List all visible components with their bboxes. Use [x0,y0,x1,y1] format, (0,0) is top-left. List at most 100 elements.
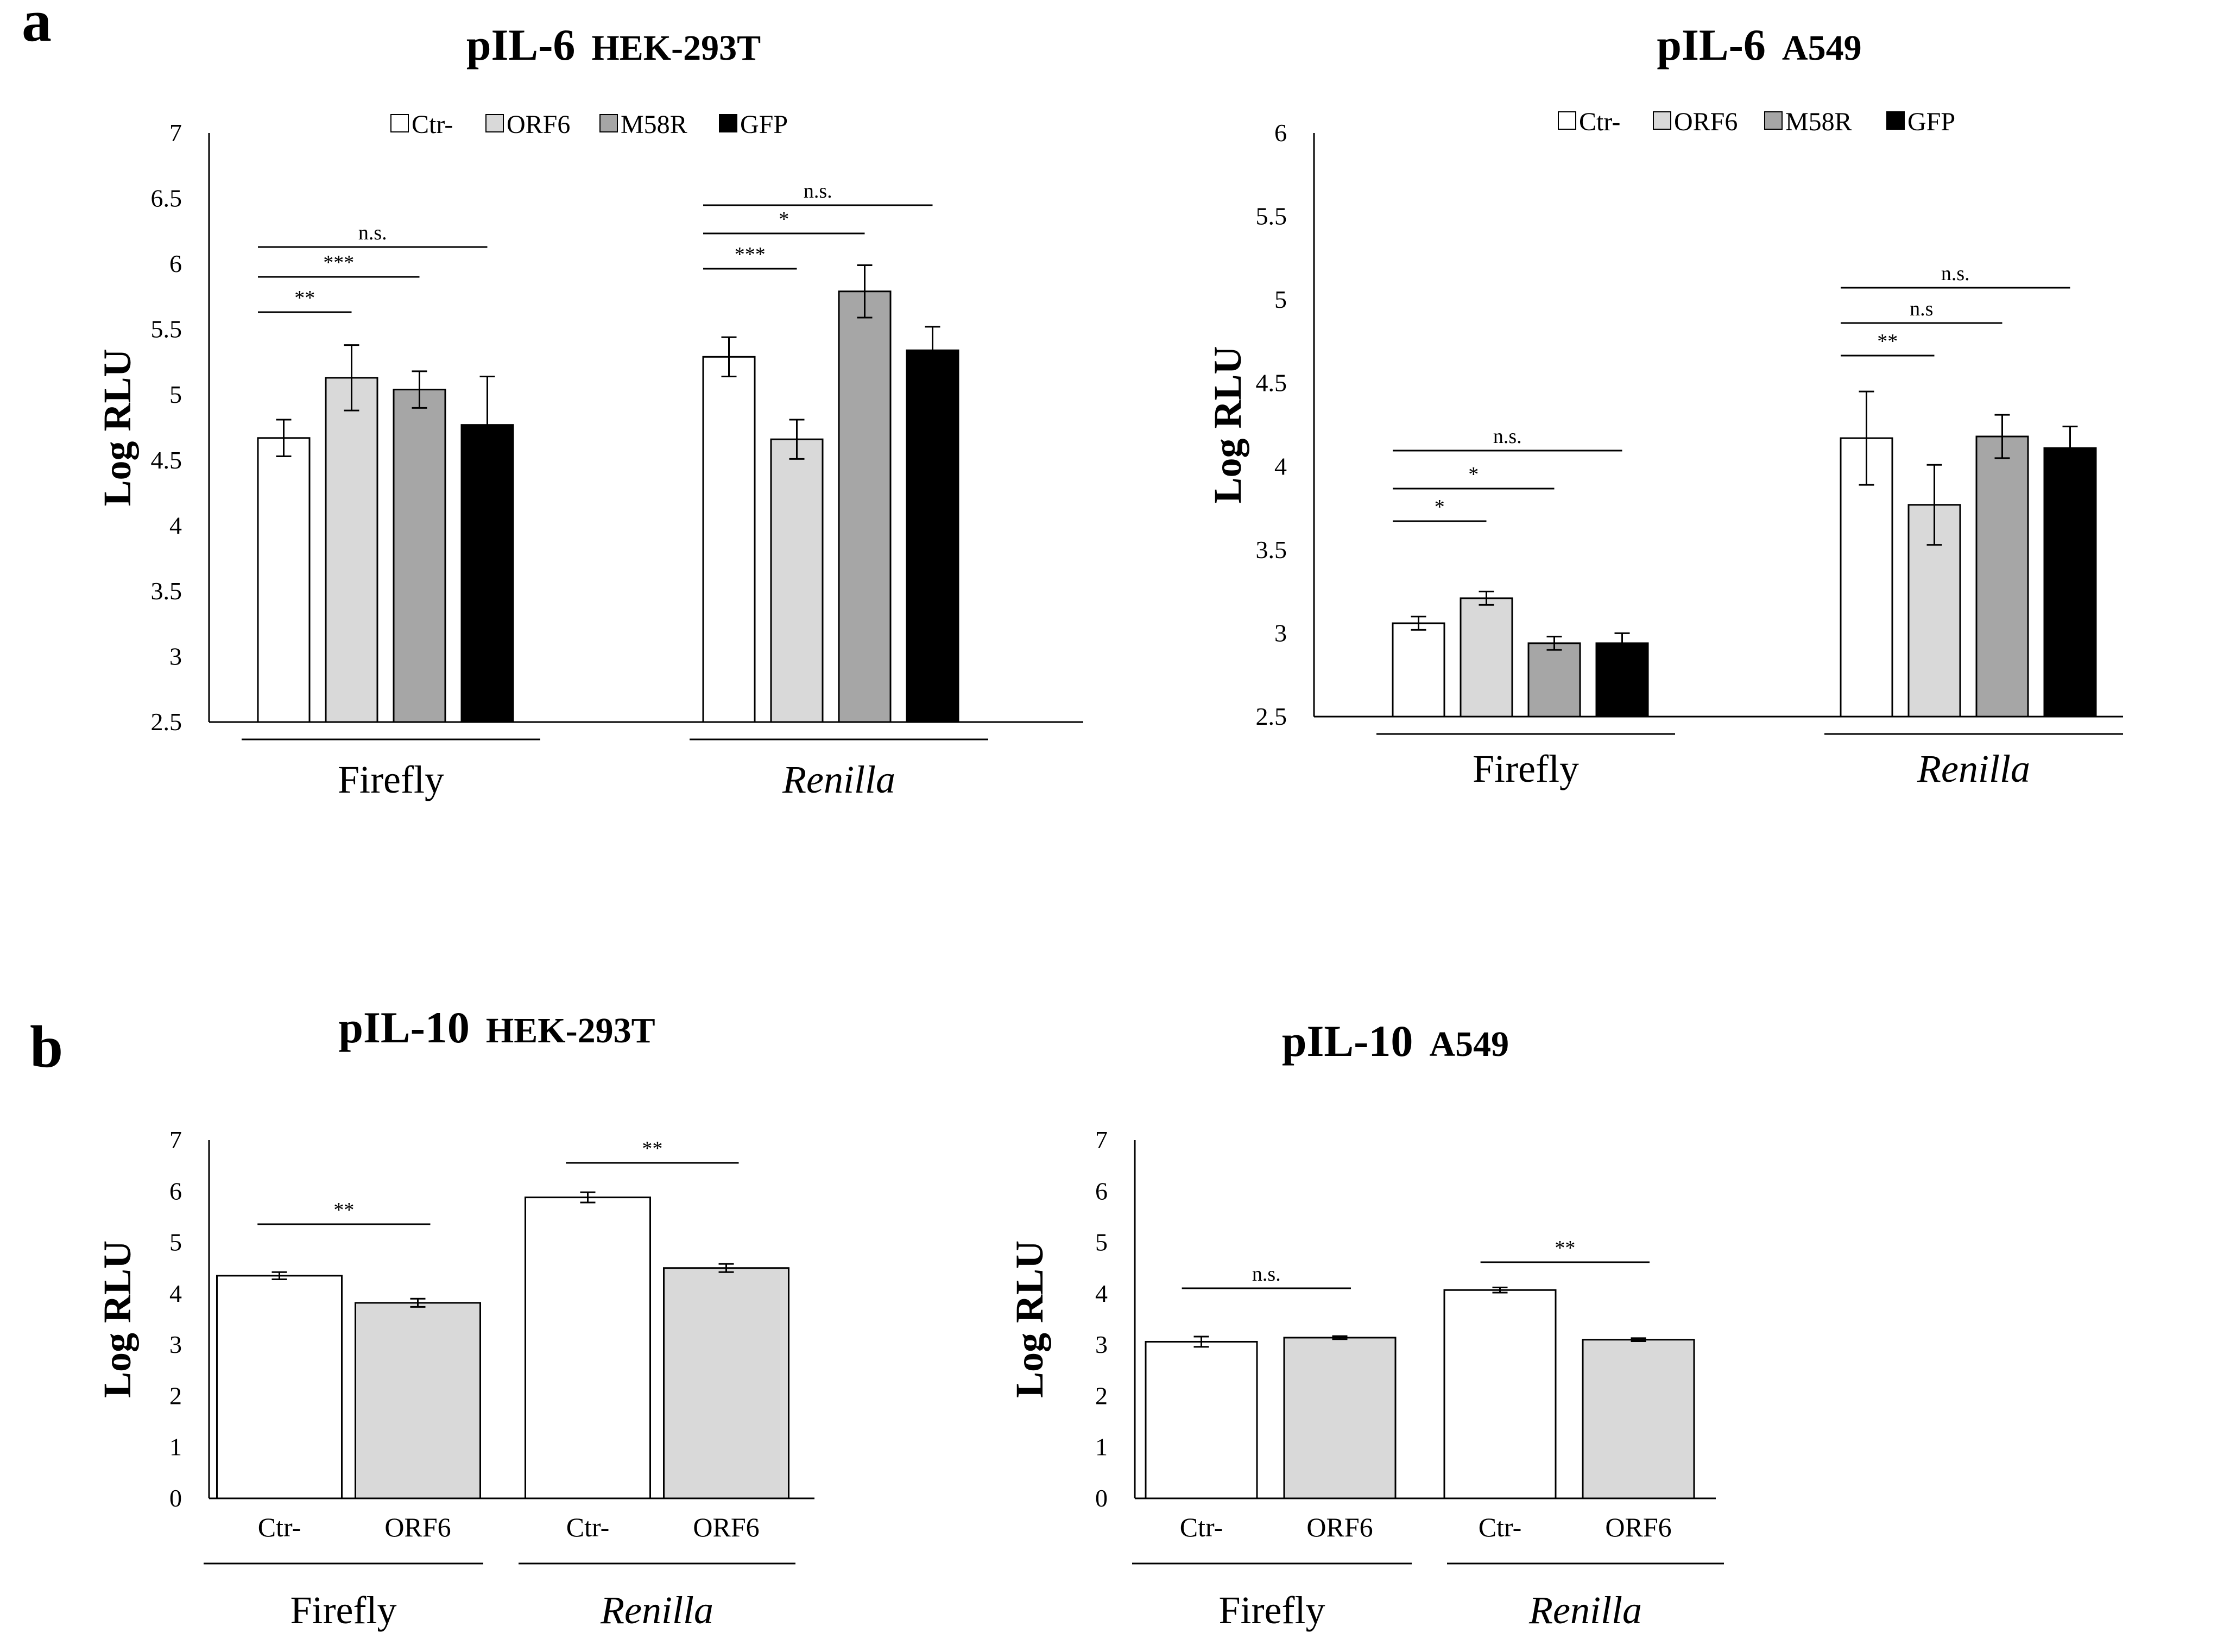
significance-label: *** [323,251,354,274]
bar-orf6-firefly [1283,1337,1397,1499]
y-tick-label: 2 [1095,1382,1108,1409]
legend-swatch-ctr [1558,111,1576,130]
group-label-renilla: Renilla [1917,747,2030,790]
y-tick-label: 3.5 [151,577,182,605]
bar-gfp-renilla [2043,447,2097,718]
y-tick-label: 4 [1274,452,1287,480]
y-tick-label: 3 [169,1331,182,1358]
legend-label: ORF6 [1674,107,1738,136]
legend-label: M58R [1785,107,1852,136]
y-tick-label: 3 [1095,1331,1108,1358]
y-tick-label: 2.5 [151,708,182,736]
bar-m58r-renilla [1975,435,2029,718]
legend-swatch-m58r [599,114,618,132]
chart-title-cell: A549 [1429,1024,1509,1064]
significance-label: * [779,208,789,231]
bar-orf6-firefly [325,377,378,723]
legend-label: Ctr- [1579,107,1620,136]
legend-swatch-gfp [1886,111,1905,130]
bar-m58r-firefly [1527,642,1581,718]
bar-gfp-firefly [460,424,514,723]
y-tick-label: 7 [169,119,182,147]
category-label: Ctr- [1180,1512,1223,1542]
group-label-firefly: Firefly [1473,747,1579,790]
significance-label: n.s. [1941,262,1970,285]
y-tick-label: 3.5 [1256,536,1287,564]
y-tick-label: 3 [169,642,182,670]
category-label: ORF6 [693,1512,759,1542]
significance-label: n.s. [804,180,832,202]
chart-title-main: pIL-10 [338,1003,470,1052]
bar-gfp-renilla [906,349,959,723]
bar-orf6-renilla [770,438,824,723]
category-label: Ctr- [258,1512,301,1542]
significance-label: n.s. [1493,425,1522,448]
category-label: Ctr- [1479,1512,1522,1542]
y-tick-label: 2 [169,1382,182,1409]
y-tick-label: 4 [169,511,182,539]
significance-label: ** [1877,330,1898,353]
bar-ctr-firefly [1392,622,1445,718]
y-tick-label: 3 [1274,619,1287,647]
chart-title-main: pIL-6 [1657,20,1766,69]
bar-orf6-firefly [355,1302,481,1499]
significance-label: n.s [1910,298,1933,320]
chart-pil6-hek293t: pIL-6 HEK-293T 2.5 3 3.5 4 4.5 5 5.5 6 6.5 7 Log RLU… [96,20,1083,801]
significance-label: ** [642,1137,662,1160]
y-tick-label: 5.5 [151,315,182,343]
chart-title: pIL-6 HEK-293T [466,20,761,69]
y-tick-label: 6 [169,250,182,277]
y-tick-label: 1 [1095,1433,1108,1461]
y-axis-label: Log RLU [96,1240,139,1398]
bar-ctr-firefly [1145,1340,1258,1499]
significance-label: * [1435,496,1445,518]
category-label: ORF6 [1605,1512,1671,1542]
group-label-renilla: Renilla [1528,1588,1642,1632]
panel-label-a: a [22,0,52,54]
bar-orf6-renilla [1582,1339,1695,1499]
y-tick-label: 6.5 [151,185,182,212]
legend-swatch-m58r [1764,111,1783,130]
y-tick-label: 7 [169,1126,182,1154]
panel-label-b: b [30,1014,63,1080]
bar-m58r-renilla [838,290,892,723]
chart-pil10-a549: pIL-10 A549 0 1 2 3 4 5 6 7 Log RLU Firefly Renilla C… [1008,1016,1724,1632]
legend-swatch-ctr [390,114,409,132]
legend-label: GFP [740,110,788,139]
chart-title-main: pIL-6 [466,20,576,69]
chart-title-cell: HEK-293T [591,28,761,68]
chart-title: pIL-10 A549 [1282,1016,1509,1066]
y-tick-label: 0 [169,1484,182,1512]
legend-label: M58R [621,110,687,139]
y-tick-label: 1 [169,1433,182,1461]
y-tick-label: 5 [1095,1229,1108,1256]
significance-label: n.s. [1252,1263,1281,1286]
legend-swatch-gfp [719,114,737,132]
y-axis-label: Log RLU [96,349,139,506]
legend-label: GFP [1907,107,1955,136]
y-tick-label: 0 [1095,1484,1108,1512]
y-tick-label: 5 [169,1229,182,1256]
bar-gfp-firefly [1595,642,1649,718]
y-tick-label: 4 [1095,1280,1108,1307]
significance-label: * [1468,463,1479,486]
chart-title: pIL-6 A549 [1657,20,1861,69]
y-tick-label: 4.5 [1256,369,1287,397]
group-label-renilla: Renilla [600,1588,713,1632]
y-axis-label: Log RLU [1008,1240,1051,1398]
category-label: ORF6 [1306,1512,1373,1542]
y-tick-label: 5.5 [1256,202,1287,230]
significance-label: n.s. [358,221,387,244]
category-label: ORF6 [384,1512,451,1542]
y-tick-label: 2.5 [1256,702,1287,730]
group-label-firefly: Firefly [1219,1588,1325,1632]
chart-title-cell: HEK-293T [486,1011,655,1050]
bar-ctr-firefly [216,1275,343,1499]
y-tick-label: 4.5 [151,446,182,474]
chart-title-main: pIL-10 [1282,1016,1413,1066]
bar-ctr-renilla [1443,1289,1557,1499]
bar-orf6-renilla [663,1267,789,1499]
significance-label: ** [1555,1237,1575,1259]
bar-ctr-renilla [702,356,756,723]
